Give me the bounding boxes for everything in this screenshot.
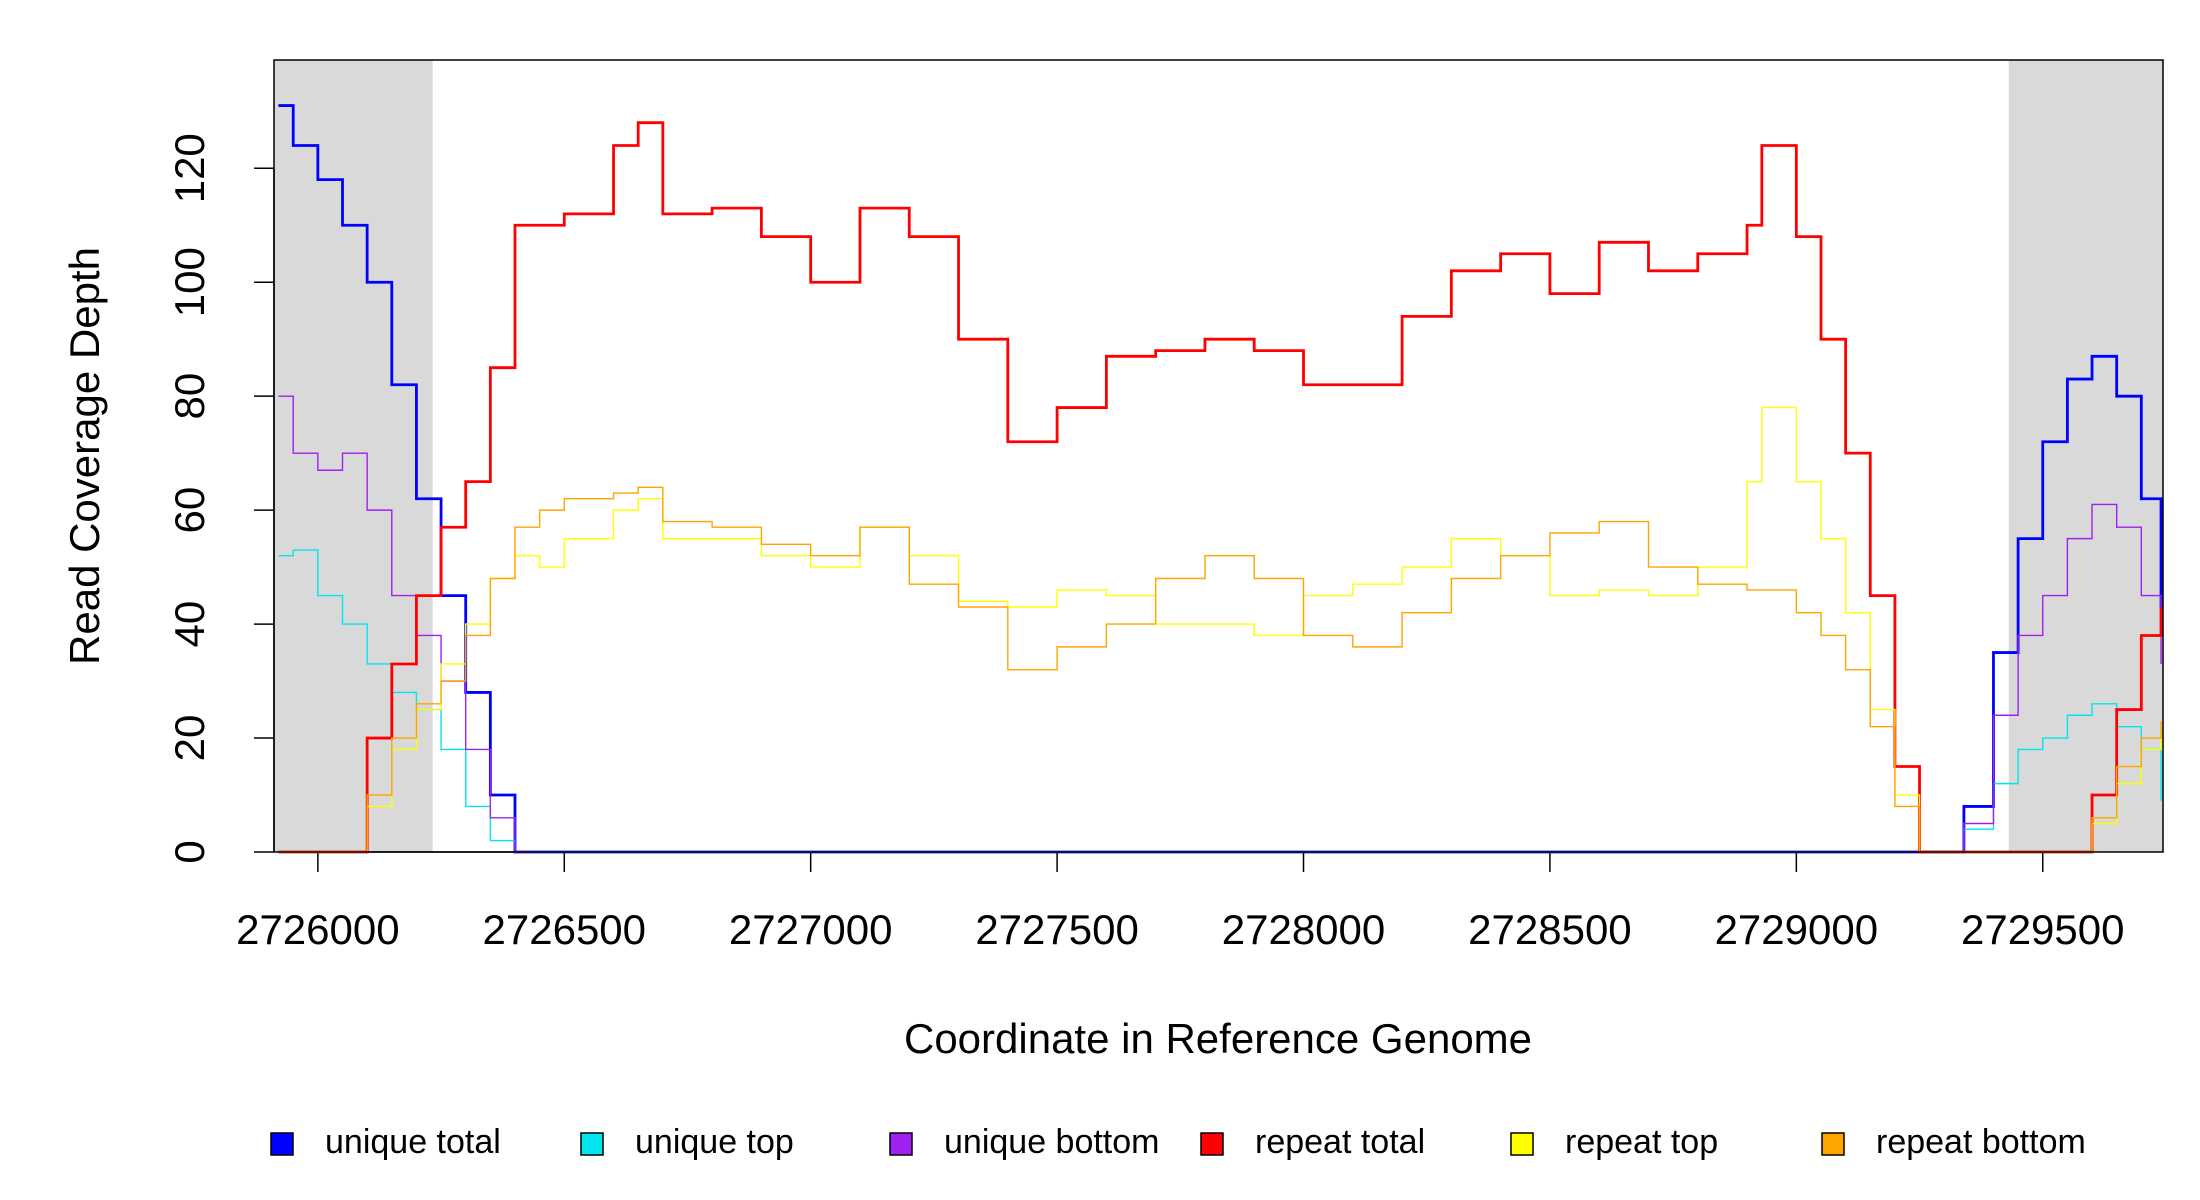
series-line [278,104,2163,854]
legend-swatch [1510,1132,1534,1156]
x-tick-label: 2729500 [1961,906,2125,953]
x-tick-label: 2727500 [975,906,1139,953]
legend-label: unique top [635,1123,794,1161]
series-line [278,406,2162,853]
series-line [278,486,2162,853]
x-axis-label: Coordinate in Reference Genome [904,1015,1532,1062]
legend-swatch [889,1132,913,1156]
legend-label: unique total [325,1123,501,1161]
legend-label: repeat total [1255,1123,1425,1161]
y-tick-label: 80 [166,373,213,420]
x-tick-label: 2726000 [236,906,400,953]
legend-label: unique bottom [944,1123,1160,1161]
legend-swatch [1200,1132,1224,1156]
y-tick-label: 60 [166,487,213,534]
legend-swatch [270,1132,294,1156]
x-tick-label: 2728500 [1468,906,1632,953]
y-tick-label: 40 [166,601,213,648]
shaded-region [274,60,433,852]
x-tick-label: 2726500 [483,906,647,953]
y-tick-label: 100 [166,247,213,317]
x-tick-label: 2727000 [729,906,893,953]
series-line [278,121,2163,854]
legend-swatch [580,1132,604,1156]
legend-label: repeat bottom [1876,1123,2086,1161]
x-tick-label: 2728000 [1222,906,1386,953]
plot-frame [273,59,2164,853]
y-tick-label: 20 [166,715,213,762]
legend-label: repeat top [1565,1123,1718,1161]
y-tick-label: 0 [166,840,213,863]
x-tick-label: 2729000 [1715,906,1879,953]
y-tick-label: 120 [166,133,213,203]
y-axis-label: Read Coverage Depth [61,247,108,665]
shaded-region [2008,60,2163,852]
legend-swatch [1821,1132,1845,1156]
